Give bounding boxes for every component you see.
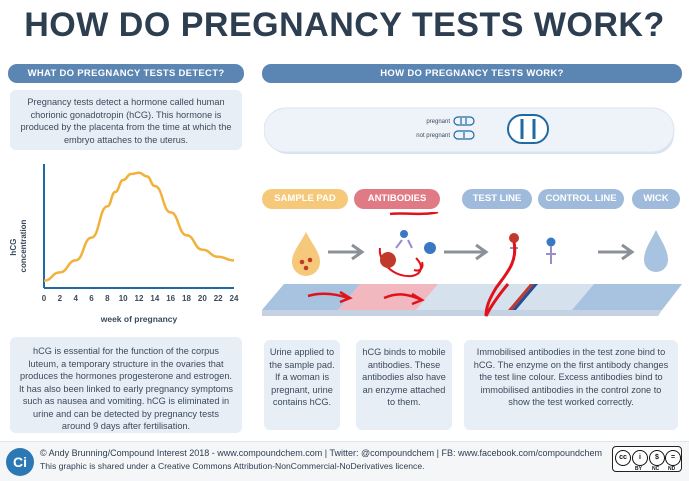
antibodies-description: hCG binds to mobile antibodies. These an… [356,340,452,430]
arrow-icon [328,243,365,261]
urine-drop-icon [292,232,320,276]
hcg-chart: hCG concentration 0 2 4 6 8 10 12 14 16 18 20 22 24 … [10,164,239,324]
stage-label-antibodies: ANTIBODIES [354,189,440,209]
test-line-description: Immobilised antibodies in the test zone … [464,340,678,430]
nc-icon: $ [649,450,665,466]
control-line-antibody-icon [546,237,556,247]
sample-pad-description: Urine applied to the sample pad. If a wo… [264,340,340,430]
pregnant-symbol [453,116,475,126]
compound-interest-logo: Ci [6,448,34,476]
arrow-annotation [383,292,425,306]
not-pregnant-symbol [453,130,475,140]
test-line-zone [508,284,534,310]
test-strip-diagram [262,212,682,317]
by-icon: i [632,450,648,466]
device-label-not-pregnant: not pregnant [416,133,450,139]
arrow-icon [444,243,489,261]
x-tick-label: 0 [42,294,47,303]
antibodies-underline-annotation [389,212,439,216]
stage-label-wick: WICK [632,189,680,209]
hcg-series-line [43,171,235,283]
stage-label-control-line: CONTROL LINE [538,189,624,209]
nd-label: ND [668,466,676,472]
x-tick-label: 8 [105,294,110,303]
y-axis-label-line2: concentration [19,219,28,272]
x-tick-label: 24 [230,294,239,303]
device-label-pregnant: pregnant [426,119,450,125]
sample-pad-zone [262,284,360,310]
x-tick-label: 20 [198,294,207,303]
strip-shade [262,310,662,316]
intro-text: Pregnancy tests detect a hormone called … [10,90,242,150]
nc-label: NC [652,466,660,472]
x-tick-label: 4 [73,294,78,303]
left-section-header: WHAT DO PREGNANCY TESTS DETECT? [8,64,244,83]
x-tick-label: 6 [89,294,94,303]
nd-icon: = [665,450,681,466]
creative-commons-badge: cc i $ = BY NC ND [612,446,682,472]
wick-drop-icon [644,230,668,272]
x-tick-label: 14 [150,294,159,303]
test-line-annotation [484,241,517,317]
control-line-zone [512,284,538,310]
stage-label-test-line: TEST LINE [462,189,532,209]
arrow-icon [598,243,635,261]
by-label: BY [635,466,642,472]
x-tick-label: 18 [182,294,191,303]
result-window [507,114,549,144]
page-title: HOW DO PREGNANCY TESTS WORK? [24,6,665,44]
test-line-antibody-icon [509,233,519,243]
wick-zone [572,284,682,310]
x-tick-label: 12 [135,294,144,303]
right-section-header: HOW DO PREGNANCY TESTS WORK? [262,64,682,83]
cc-icon: cc [615,450,631,466]
x-tick-label: 22 [214,294,223,303]
test-device: pregnant not pregnant [264,107,675,154]
y-axis-label: hCG concentration [10,219,28,272]
y-axis-label-line1: hCG [10,239,18,256]
x-tick-label: 10 [119,294,128,303]
x-axis-label: week of pregnancy [100,314,178,324]
arrow-annotation [307,290,353,304]
x-tick-label: 16 [166,294,175,303]
footer-credits: © Andy Brunning/Compound Interest 2018 -… [40,448,603,458]
stage-label-sample-pad: SAMPLE PAD [262,189,348,209]
x-tick-label: 2 [58,294,63,303]
footer-license: This graphic is shared under a Creative … [40,461,425,471]
footer [0,441,689,481]
device-body [264,107,675,153]
detail-text: hCG is essential for the function of the… [10,337,242,433]
